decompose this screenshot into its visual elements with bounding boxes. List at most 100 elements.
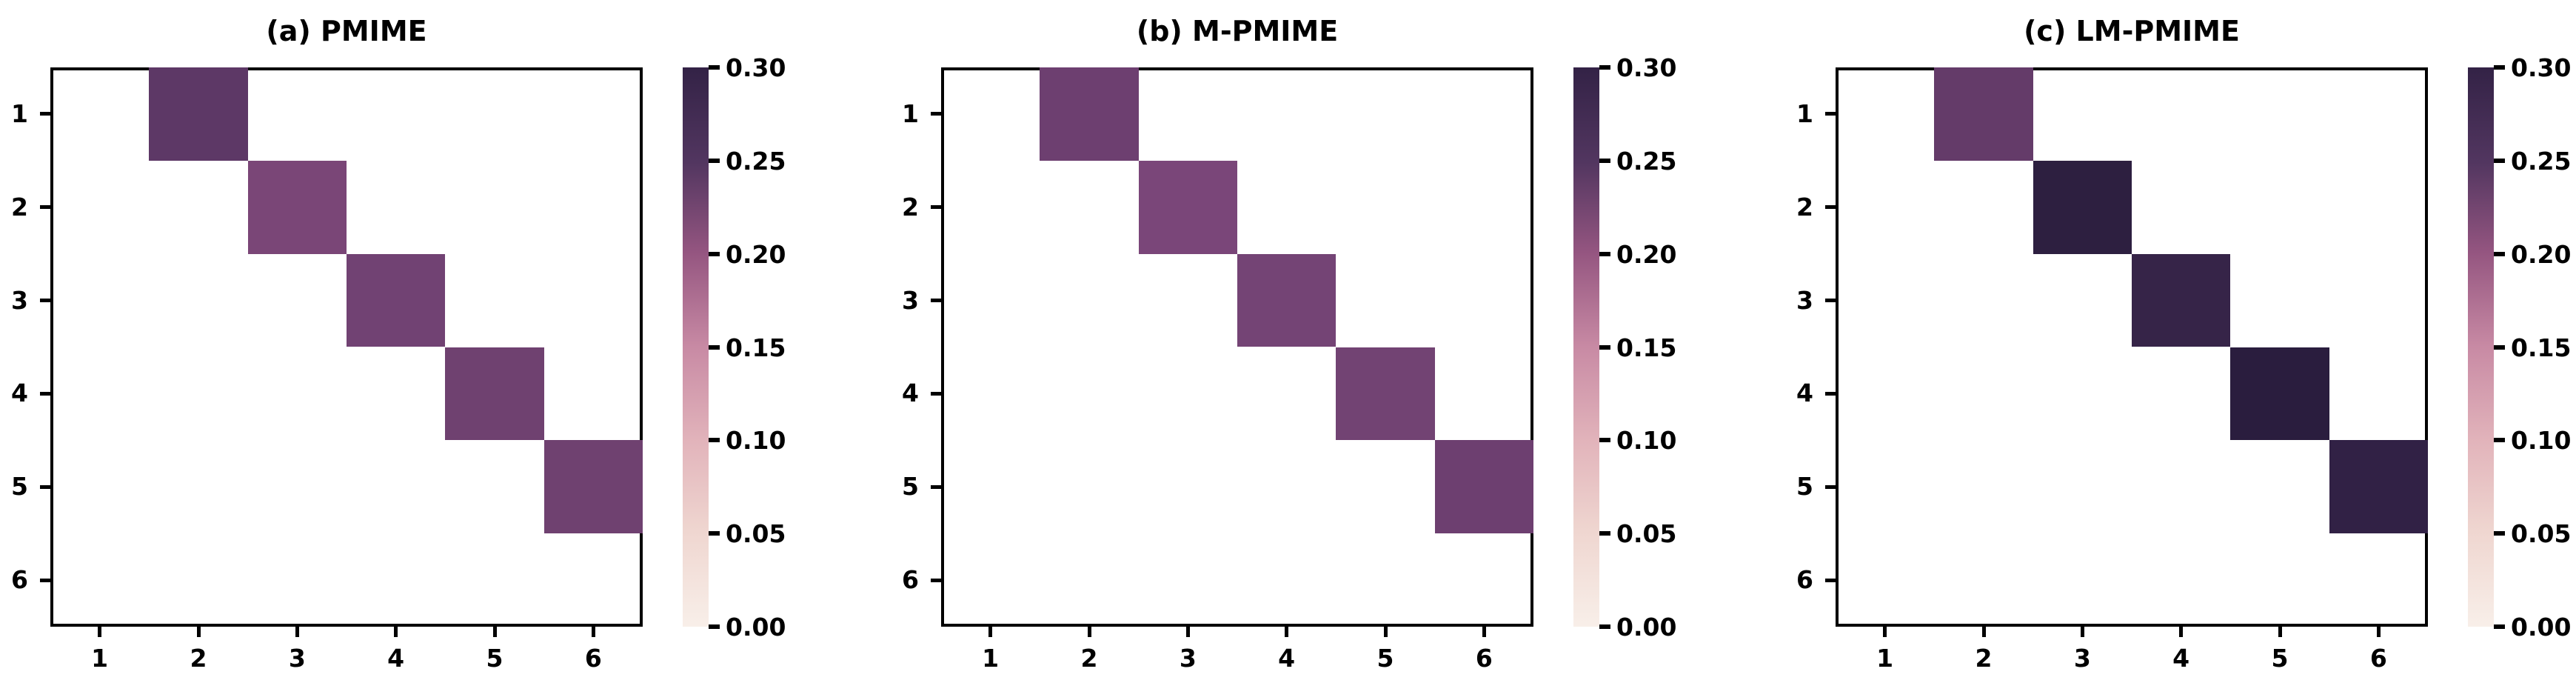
y-tick-label: 1 <box>902 99 919 128</box>
y-tick-label: 5 <box>1796 472 1813 502</box>
y-axis-tick <box>931 391 941 396</box>
heatmap-cell <box>347 253 446 347</box>
x-axis-tick <box>394 627 398 637</box>
colorbar-tick-label: 0.10 <box>2511 426 2572 456</box>
x-tick-label: 4 <box>2172 644 2190 673</box>
heatmap-cell <box>149 67 248 161</box>
x-axis-tick <box>2179 627 2184 637</box>
x-tick-label: 5 <box>486 644 504 673</box>
x-axis-tick <box>492 627 497 637</box>
colorbar-tick-label: 0.05 <box>1616 519 1677 549</box>
heatmap-cell <box>1934 67 2033 161</box>
x-axis-tick <box>1285 627 1289 637</box>
heatmap-cell <box>2132 253 2231 347</box>
x-tick-label: 1 <box>982 644 1000 673</box>
x-tick-label: 2 <box>1975 644 1993 673</box>
y-axis-tick <box>1825 484 1836 489</box>
colorbar-tick <box>2494 65 2505 70</box>
colorbar-tick-label: 0.25 <box>2511 146 2572 176</box>
colorbar-tick <box>709 344 720 350</box>
colorbar-tick-label: 0.25 <box>1616 146 1677 176</box>
y-tick-label: 3 <box>11 285 28 315</box>
y-tick-label: 1 <box>1796 99 1813 128</box>
x-tick-label: 2 <box>1080 644 1098 673</box>
y-axis-tick <box>931 578 941 582</box>
colorbar-tick-label: 0.05 <box>726 519 786 549</box>
colorbar-tick-label: 0.20 <box>726 239 786 269</box>
colorbar-tick-label: 0.15 <box>1616 333 1677 362</box>
colorbar-tick <box>2494 344 2505 350</box>
y-tick-label: 4 <box>1796 379 1813 408</box>
heatmap-cell <box>2329 440 2428 534</box>
x-axis-tick <box>1185 627 1190 637</box>
y-axis-tick <box>40 578 50 582</box>
colorbar-gradient <box>683 67 709 627</box>
colorbar-tick <box>2494 438 2505 443</box>
colorbar-tick-label: 0.20 <box>2511 239 2572 269</box>
x-tick-label: 1 <box>1876 644 1894 673</box>
colorbar-tick <box>709 624 720 629</box>
x-axis-tick <box>196 627 201 637</box>
colorbar-tick-label: 0.20 <box>1616 239 1677 269</box>
colorbar-tick <box>1599 624 1610 629</box>
y-axis-tick <box>1825 391 1836 396</box>
colorbar-tick-label: 0.30 <box>2511 53 2572 83</box>
y-tick-label: 5 <box>902 472 919 502</box>
heatmap-cell <box>1237 253 1336 347</box>
x-tick-label: 4 <box>1278 644 1296 673</box>
x-axis-tick <box>988 627 993 637</box>
heatmap-cell <box>543 440 643 534</box>
y-axis-tick <box>1825 112 1836 116</box>
colorbar-tick-label: 0.25 <box>726 146 786 176</box>
y-tick-label: 6 <box>902 564 919 594</box>
colorbar-tick-label: 0.15 <box>2511 333 2572 362</box>
y-tick-label: 3 <box>902 285 919 315</box>
heatmap-panel-b: (b) M-PMIME 1 2 3 4 5 6 1 2 3 4 5 6 0.30 0.25 0.20 0.15 0… <box>891 0 1682 683</box>
y-tick-label: 2 <box>902 192 919 221</box>
x-axis-tick <box>1981 627 1986 637</box>
colorbar-tick <box>1599 344 1610 350</box>
y-tick-label: 6 <box>1796 564 1813 594</box>
panel-title: (a) PMIME <box>266 15 427 47</box>
y-tick-label: 5 <box>11 472 28 502</box>
y-axis-tick <box>1825 205 1836 210</box>
x-tick-label: 6 <box>2369 644 2387 673</box>
heatmap-panel-a: (a) PMIME 1 2 3 4 5 6 1 2 3 4 5 6 0.30 0.25 0.20 0.15 0.1… <box>0 0 791 683</box>
y-tick-label: 6 <box>11 564 28 594</box>
heatmap-panel-c: (c) LM-PMIME 1 2 3 4 5 6 1 2 3 4 5 6 0.30 0.25 0.20 0.15… <box>1785 0 2576 683</box>
heatmap-cell <box>247 160 347 254</box>
colorbar-tick <box>1599 531 1610 536</box>
heatmap-cell <box>1434 440 1533 534</box>
colorbar-gradient <box>1573 67 1599 627</box>
y-tick-label: 2 <box>11 192 28 221</box>
x-tick-label: 1 <box>91 644 109 673</box>
heatmap-cell <box>1336 347 1435 441</box>
y-axis-tick <box>40 299 50 303</box>
panel-title: (c) LM-PMIME <box>2024 15 2240 47</box>
heatmap-cell <box>2033 160 2132 254</box>
colorbar-tick <box>1599 158 1610 163</box>
colorbar-tick-label: 0.10 <box>1616 426 1677 456</box>
x-tick-label: 3 <box>2073 644 2091 673</box>
x-axis-tick <box>295 627 299 637</box>
colorbar-tick <box>1599 438 1610 443</box>
y-tick-label: 2 <box>1796 192 1813 221</box>
y-tick-label: 4 <box>11 379 28 408</box>
colorbar-tick <box>2494 624 2505 629</box>
x-tick-label: 6 <box>584 644 602 673</box>
heatmap-cell <box>1040 67 1139 161</box>
x-axis-tick <box>98 627 102 637</box>
y-tick-label: 3 <box>1796 285 1813 315</box>
x-axis-tick <box>1883 627 1887 637</box>
panel-title: (b) M-PMIME <box>1136 15 1339 47</box>
y-axis-tick <box>40 484 50 489</box>
heatmap-plot <box>941 67 1533 627</box>
colorbar-tick <box>2494 251 2505 256</box>
colorbar-tick-label: 0.00 <box>1616 613 1677 642</box>
colorbar-tick <box>1599 65 1610 70</box>
colorbar-tick <box>709 251 720 256</box>
colorbar-tick <box>709 158 720 163</box>
x-axis-tick <box>2278 627 2282 637</box>
x-axis-tick <box>2376 627 2381 637</box>
